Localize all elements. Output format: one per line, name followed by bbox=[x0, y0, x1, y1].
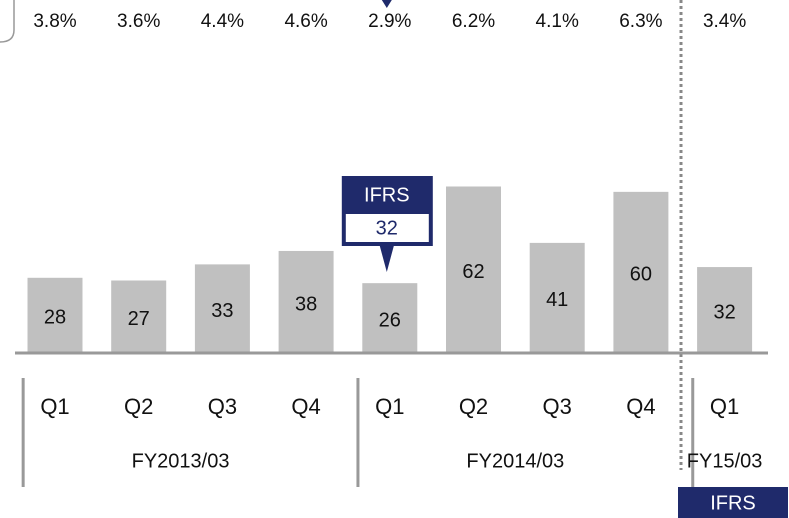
rate-label: 6.3% bbox=[619, 11, 662, 32]
x-tick-label: Q2 bbox=[124, 394, 153, 419]
callout-inner bbox=[345, 214, 429, 242]
group-label: FY2013/03 bbox=[132, 450, 230, 472]
value-label: 32 bbox=[713, 301, 735, 323]
rate-label: 3.8% bbox=[33, 11, 76, 32]
badge bbox=[678, 487, 788, 518]
bar bbox=[111, 280, 167, 353]
bar bbox=[278, 250, 334, 353]
bar bbox=[27, 277, 83, 353]
x-tick-label: Q1 bbox=[375, 394, 404, 419]
value-label: 41 bbox=[546, 289, 568, 311]
rate-label: 4.6% bbox=[284, 11, 327, 32]
callout-pointer bbox=[379, 246, 394, 272]
x-tick-label: Q2 bbox=[459, 394, 488, 419]
bar bbox=[362, 283, 418, 353]
rate-label: 3.4% bbox=[703, 11, 746, 32]
rate-label: 4.1% bbox=[536, 11, 579, 32]
x-tick-label: Q3 bbox=[208, 394, 237, 419]
value-label: 38 bbox=[295, 293, 317, 315]
rate-label: 3.6% bbox=[117, 11, 160, 32]
value-label: 26 bbox=[379, 309, 401, 331]
x-tick-label: Q4 bbox=[291, 394, 320, 419]
value-label: 62 bbox=[462, 261, 484, 283]
bar bbox=[697, 267, 753, 353]
bar bbox=[194, 264, 250, 353]
value-label: 60 bbox=[630, 264, 652, 286]
group-label: FY2014/03 bbox=[466, 450, 564, 472]
bracket bbox=[0, 0, 15, 43]
value-label: 27 bbox=[128, 308, 150, 330]
x-tick-label: Q4 bbox=[626, 394, 655, 419]
value-label: 28 bbox=[44, 307, 66, 329]
x-tick-label: Q3 bbox=[543, 394, 572, 419]
bar bbox=[529, 242, 585, 353]
value-label: 33 bbox=[211, 300, 233, 322]
x-tick-label: Q1 bbox=[40, 394, 69, 419]
bar bbox=[613, 191, 669, 353]
rate-label: 2.9% bbox=[368, 11, 411, 32]
callout-label: IFRS bbox=[364, 184, 410, 206]
x-tick-label: Q1 bbox=[710, 394, 739, 419]
top-pointer bbox=[381, 0, 392, 8]
badge-label: IFRS bbox=[710, 492, 756, 514]
bar bbox=[446, 186, 501, 353]
rate-label: 6.2% bbox=[452, 11, 495, 32]
rate-label: 4.4% bbox=[201, 11, 244, 32]
callout-value: 32 bbox=[376, 217, 398, 239]
group-label: FY15/03 bbox=[687, 450, 763, 472]
